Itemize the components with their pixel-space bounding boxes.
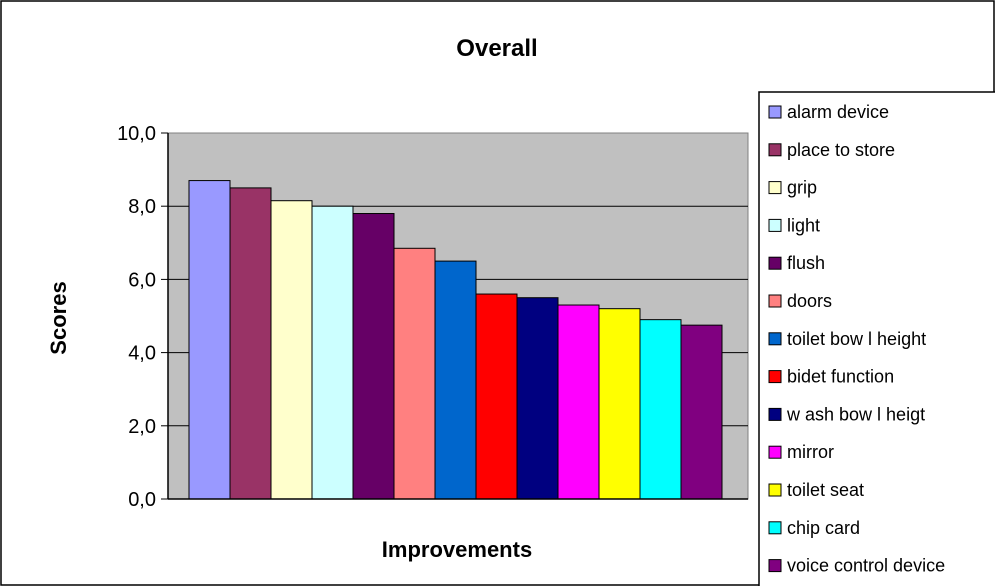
legend-item: mirror bbox=[768, 442, 834, 462]
y-tick-label: 2,0 bbox=[128, 416, 156, 438]
legend-item: w ash bow l heigt bbox=[768, 404, 925, 424]
legend-swatch bbox=[768, 181, 782, 195]
legend-label: voice control device bbox=[787, 556, 945, 576]
bar-bidet-function bbox=[475, 293, 518, 500]
legend-label: place to store bbox=[787, 140, 895, 160]
y-axis-title: Scores bbox=[46, 281, 71, 354]
legend-label: flush bbox=[787, 253, 825, 273]
legend-swatch bbox=[768, 256, 782, 270]
legend-label: toilet bow l height bbox=[787, 329, 926, 349]
bar-chip-card bbox=[639, 319, 682, 500]
legend-label: mirror bbox=[787, 442, 834, 462]
legend-item: chip card bbox=[768, 518, 860, 538]
legend-item: toilet bow l height bbox=[768, 329, 926, 349]
bar-light bbox=[311, 205, 354, 500]
bar-flush bbox=[352, 213, 395, 500]
legend-swatch bbox=[768, 521, 782, 535]
legend-swatch bbox=[768, 332, 782, 346]
legend-item: place to store bbox=[768, 140, 895, 160]
bar-doors bbox=[393, 247, 436, 500]
legend-swatch bbox=[768, 294, 782, 308]
bar-toilet-bow-l-height bbox=[434, 260, 477, 500]
bar-grip bbox=[270, 200, 313, 500]
legend-item: bidet function bbox=[768, 367, 894, 387]
legend-label: bidet function bbox=[787, 367, 894, 387]
legend-label: alarm device bbox=[787, 102, 889, 122]
legend-box bbox=[758, 91, 995, 586]
legend-swatch bbox=[768, 105, 782, 119]
legend-label: chip card bbox=[787, 518, 860, 538]
legend-label: toilet seat bbox=[787, 480, 864, 500]
bars bbox=[188, 180, 723, 500]
legend-item: grip bbox=[768, 178, 817, 198]
legend-swatch bbox=[768, 559, 782, 573]
legend-swatch bbox=[768, 445, 782, 459]
legend-swatch bbox=[768, 483, 782, 497]
y-tick-label: 6,0 bbox=[128, 269, 156, 291]
bar-toilet-seat bbox=[598, 308, 641, 500]
bar-mirror bbox=[557, 304, 600, 500]
legend-item: doors bbox=[768, 291, 832, 311]
y-tick-label: 10,0 bbox=[117, 123, 156, 145]
legend-swatch bbox=[768, 370, 782, 384]
y-tick-label: 8,0 bbox=[128, 196, 156, 218]
bar-voice-control-device bbox=[680, 324, 723, 500]
legend-item: alarm device bbox=[768, 102, 889, 122]
legend-item: flush bbox=[768, 253, 825, 273]
legend-label: w ash bow l heigt bbox=[786, 404, 925, 424]
x-axis-title: Improvements bbox=[382, 537, 532, 562]
y-tick-label: 0,0 bbox=[128, 489, 156, 511]
y-tick-label: 4,0 bbox=[128, 343, 156, 365]
legend-label: light bbox=[787, 215, 820, 235]
legend-label: grip bbox=[787, 178, 817, 198]
y-axis-ticks: 0,0 2,0 4,0 6,0 8,0 10,0 bbox=[117, 123, 168, 511]
bar-place-to-store bbox=[229, 187, 272, 500]
bar-alarm-device bbox=[188, 180, 231, 500]
legend-item: toilet seat bbox=[768, 480, 864, 500]
legend-item: voice control device bbox=[768, 556, 945, 576]
legend-swatch bbox=[768, 407, 782, 421]
legend-label: doors bbox=[787, 291, 832, 311]
legend-swatch bbox=[768, 143, 782, 157]
legend: alarm device place to store grip light flush… bbox=[758, 91, 995, 586]
chart-title: Overall bbox=[456, 35, 537, 62]
legend-swatch bbox=[768, 218, 782, 232]
bar-w-ash-bow-l-heigt bbox=[516, 297, 559, 500]
legend-item: light bbox=[768, 215, 820, 235]
